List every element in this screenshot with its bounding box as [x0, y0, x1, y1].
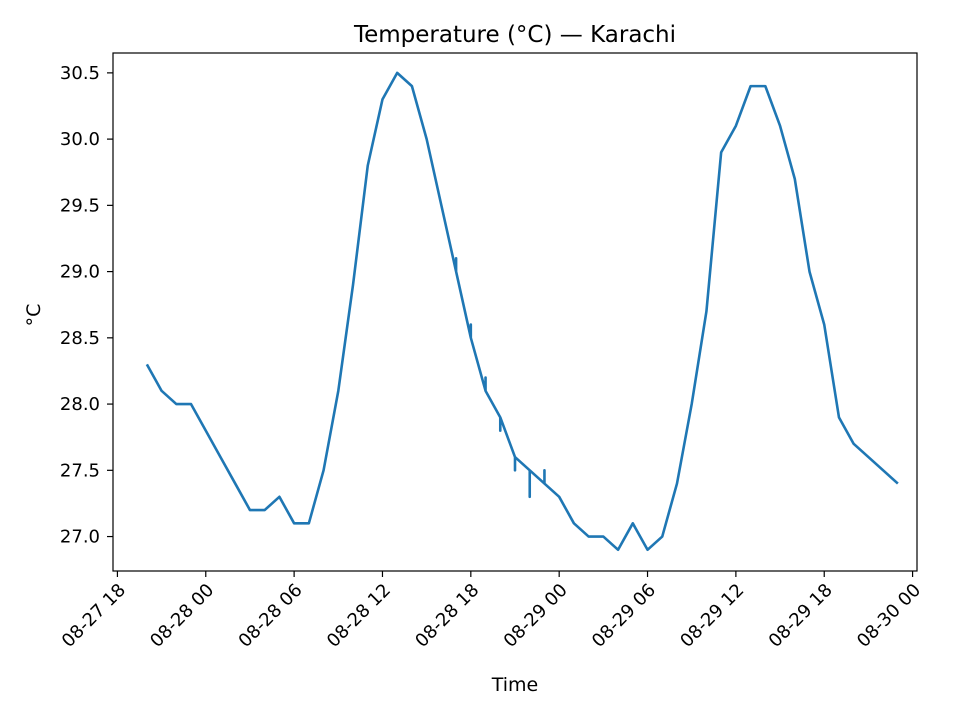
- series-line-0: [145, 71, 899, 552]
- y-tick-label: 27.5: [60, 460, 100, 481]
- y-tick-label: 30.0: [60, 129, 100, 150]
- y-axis: 27.0 27.5 28.0 28.5 29.0 29.5 30.0 30.5: [60, 63, 113, 548]
- chart-title: Temperature (°C) — Karachi: [353, 22, 676, 48]
- axes-frame: [112, 52, 918, 572]
- plot-area: [145, 71, 899, 552]
- y-tick-label: 29.0: [60, 262, 100, 283]
- y-tick-label: 27.0: [60, 527, 100, 548]
- y-axis-title: °C: [23, 304, 45, 327]
- y-tick-label: 30.5: [60, 63, 100, 84]
- y-tick-label: 28.5: [60, 328, 100, 349]
- x-axis-title: Time: [491, 674, 539, 696]
- y-tick-label: 29.5: [60, 195, 100, 216]
- y-tick-label: 28.0: [60, 394, 100, 415]
